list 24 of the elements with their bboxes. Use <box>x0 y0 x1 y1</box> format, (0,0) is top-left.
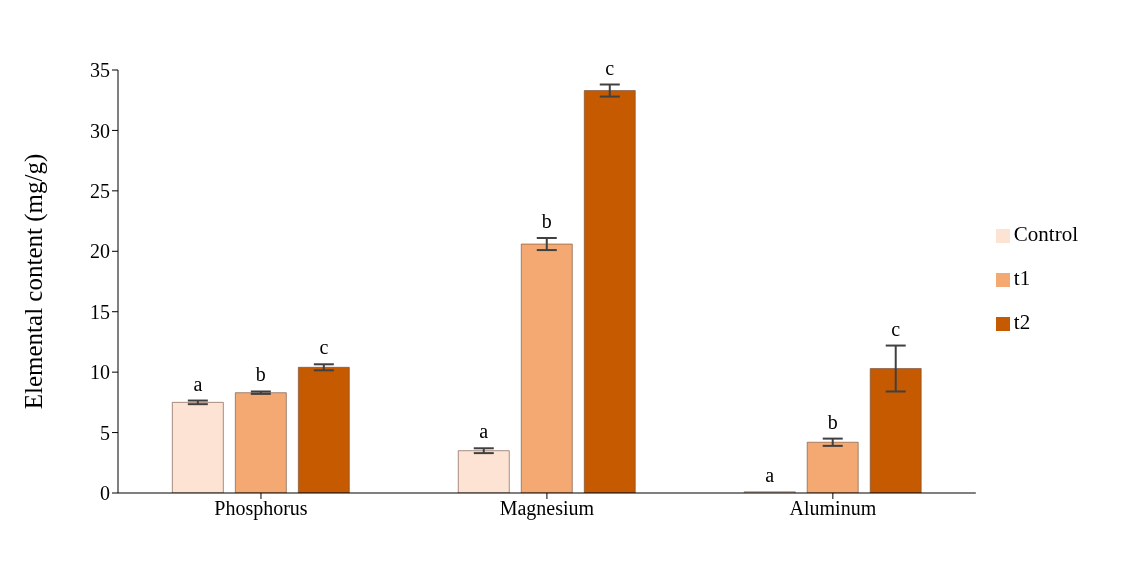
annotation: a <box>765 463 775 486</box>
y-axis-title: Elemental content (mg/g) <box>19 153 48 410</box>
annotation: a <box>193 372 203 395</box>
annotation: b <box>255 363 266 386</box>
annotation: c <box>319 336 329 359</box>
annotation: b <box>541 209 552 232</box>
legend-label: t2 <box>1013 310 1031 334</box>
x-tick-label: Phosphorus <box>214 497 308 521</box>
y-tick-label: 5 <box>100 421 110 444</box>
y-tick-label: 10 <box>90 361 110 384</box>
legend-label: Control <box>1013 222 1078 246</box>
x-tick-label: Aluminum <box>789 497 877 520</box>
y-tick-label: 35 <box>90 59 110 82</box>
y-tick-label: 20 <box>90 240 110 263</box>
annotation: b <box>827 410 838 433</box>
y-tick-label: 15 <box>90 300 110 323</box>
legend-label: t1 <box>1013 266 1031 290</box>
x-tick-label: Magnesium <box>499 497 595 521</box>
annotation: c <box>605 56 615 79</box>
annotation: a <box>479 420 489 443</box>
y-tick-label: 0 <box>100 482 110 505</box>
annotation: c <box>891 317 901 340</box>
y-tick-label: 25 <box>90 179 110 202</box>
y-tick-label: 30 <box>90 119 110 142</box>
